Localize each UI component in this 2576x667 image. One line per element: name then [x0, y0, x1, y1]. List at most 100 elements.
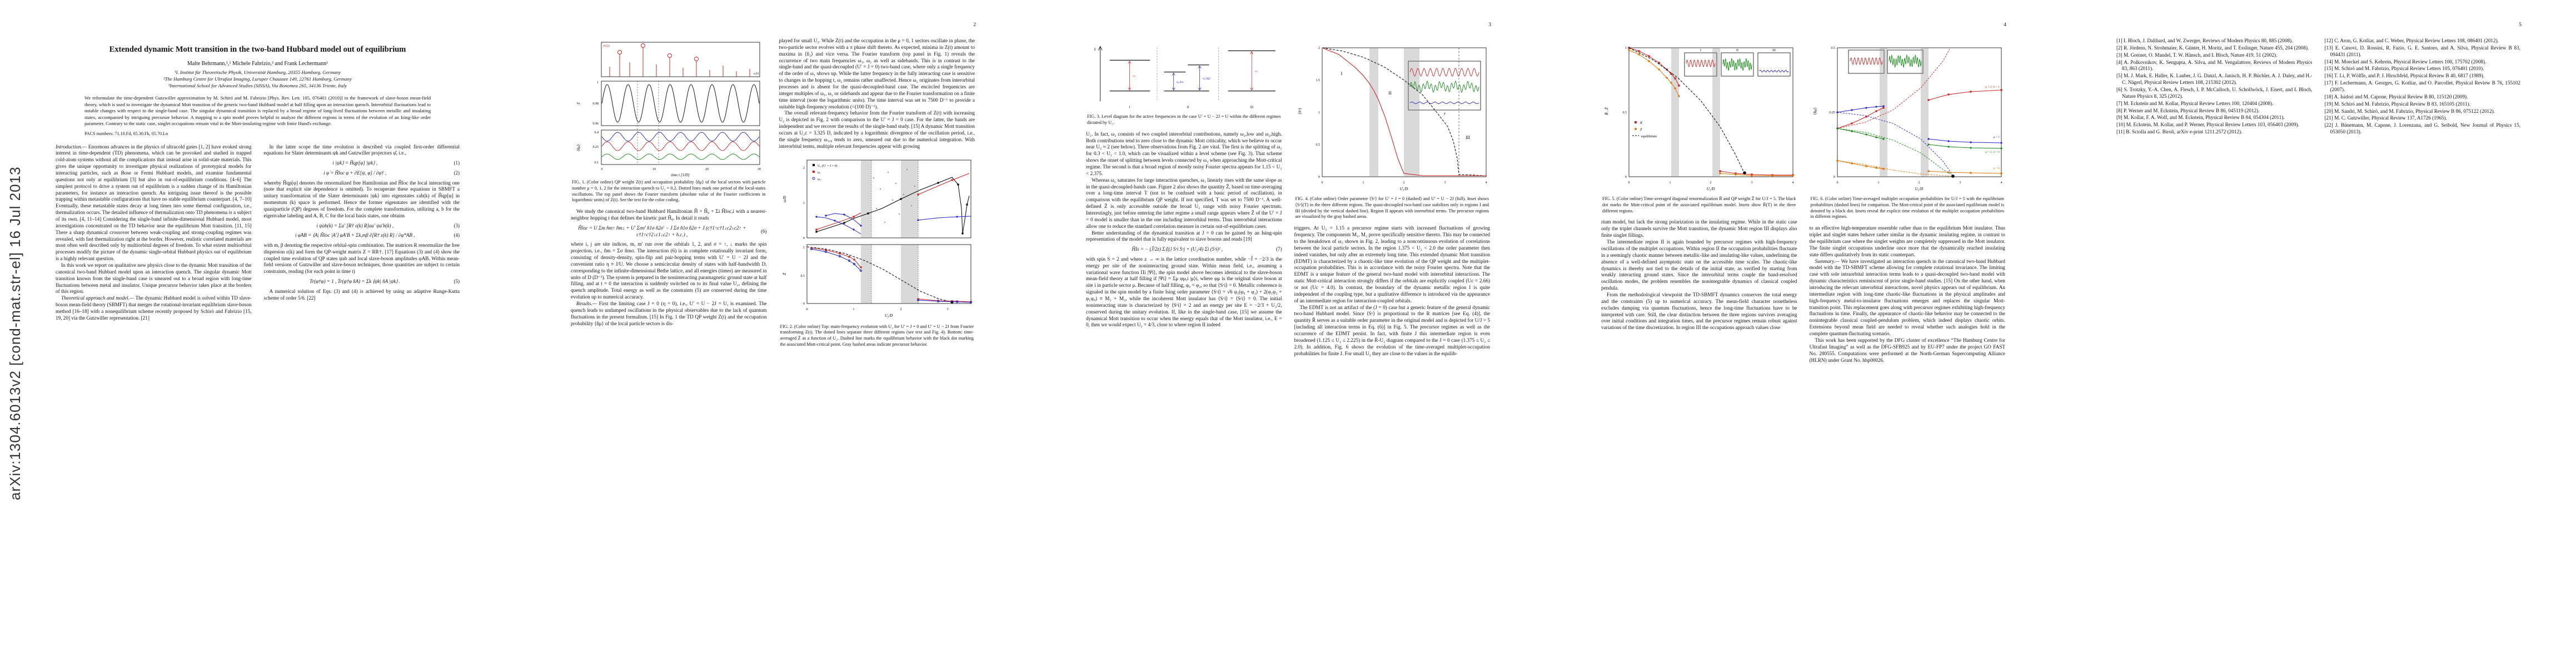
- page-1-right-column: In the latter scope the time evolution i…: [264, 144, 460, 322]
- figure-1-plot: 1 0.98 0.96 0.4 0.25 0.1 Z ⟨n̂μ⟩ 0 10 20 30 time t […: [576, 42, 761, 177]
- svg-text:4: 4: [2000, 181, 2002, 185]
- svg-text:1: 1: [1670, 181, 1671, 185]
- svg-text:μ = 1: μ = 1: [1993, 136, 2000, 139]
- reference-item: [10] M. Eckstein, M. Kollar, and P. Wern…: [2116, 122, 2299, 128]
- svg-text:Z: Z: [576, 102, 581, 104]
- svg-text:U₂/D: U₂/D: [1399, 187, 1408, 191]
- svg-text:1.5: 1.5: [1316, 79, 1320, 82]
- paragraph: From the methodological viewpoint the TD…: [1601, 291, 1797, 331]
- reference-item: [18] A. Isidori and M. Capone, Physical …: [2324, 93, 2468, 99]
- affiliation-1: ¹I. Institut für Theoretische Physik, Un…: [174, 69, 341, 75]
- page-1-left-column: Introduction.— Enormous advances in the …: [56, 144, 252, 322]
- paragraph-text: First the limiting case J = 0 (η = 0), i…: [571, 300, 767, 326]
- equation-7: ĤIs = − (J̃/2z) Σ⟨ij⟩ Sˣi Sˣj + (U₂/4) Σ…: [1132, 246, 1282, 252]
- svg-text:2: 2: [900, 308, 901, 311]
- svg-text:ω₂: ω₂: [818, 178, 821, 181]
- figure-3-caption: FIG. 3. Level diagram for the active fre…: [1087, 114, 1281, 125]
- page-2: 2 1 0.98 0.96 0.4 0.25 0.1 Z ⟨n̂μ⟩ 0 10 20 30 time t…: [515, 0, 1030, 667]
- svg-text:1: 1: [597, 81, 599, 84]
- svg-text:1: 1: [803, 202, 805, 205]
- svg-text:III: III: [1250, 106, 1253, 109]
- paragraph: Better understanding of the dynamical tr…: [1086, 230, 1282, 242]
- svg-text:0.4: 0.4: [595, 131, 599, 135]
- svg-text:4: 4: [1792, 181, 1794, 185]
- svg-text:I: I: [1129, 106, 1130, 109]
- page-3-right-column: I II III T 0 0.5 1 1.5 2 ⟨Sˣ⟩ 0 1 2 3 4 U₂/D FIG. 4. (C…: [1294, 38, 1491, 357]
- svg-text:II: II: [1388, 91, 1392, 96]
- paragraph: to an effective high-temperature ensembl…: [1809, 225, 2006, 257]
- paragraph: A numerical solution of Eqs. (3) and (4)…: [263, 288, 460, 301]
- svg-text:1: 1: [1318, 111, 1320, 115]
- svg-text:0: 0: [1625, 176, 1627, 179]
- pacs-line: PACS numbers: 71.10.Fd, 05.30.Fk, 05.70.…: [84, 131, 168, 136]
- section-lead: Introduction.—: [56, 143, 87, 150]
- reference-item: [19] M. Schiró and M. Fabrizio, Physical…: [2324, 101, 2471, 107]
- page-number: 2: [973, 22, 976, 28]
- svg-text:1: 1: [1625, 47, 1627, 50]
- svg-text:Z̄: Z̄: [1640, 128, 1642, 132]
- paragraph: This work has been supported by the DFG …: [1809, 337, 2006, 363]
- svg-text:ω₂,low: ω₂,low: [1177, 81, 1184, 84]
- svg-text:|F(Z)|: |F(Z)|: [603, 44, 610, 48]
- front-matter: Extended dynamic Mott transition in the …: [56, 44, 460, 136]
- svg-text:2: 2: [1918, 181, 1920, 185]
- paragraph: with m, β denoting the respective orbita…: [263, 242, 460, 275]
- figure-1-caption: FIG. 1. (Color online) QP weight Z(t) an…: [572, 180, 766, 203]
- figure-1-frames: [601, 42, 760, 165]
- svg-text:ω₂,high: ω₂,high: [1203, 77, 1211, 80]
- svg-text:0: 0: [601, 168, 603, 171]
- equation-1: i |ψ̇k⟩ = Ĥqp[φ] |ψk⟩ , (1): [332, 160, 460, 166]
- reference-item: [1] I. Bloch, J. Dalibard, and W. Zwerge…: [2116, 38, 2293, 43]
- svg-text:II: II: [1187, 106, 1189, 109]
- svg-text:III: III: [1466, 135, 1470, 140]
- reference-item: [6] S. Trotzky, Y.-A. Chen, A. Flesch, I…: [2116, 87, 2313, 99]
- page-5: 5 [1] I. Bloch, J. Dalibard, and W. Zwer…: [2061, 0, 2576, 667]
- svg-text:30: 30: [758, 168, 761, 171]
- page-4-content: I II III R̄ Z̄ equilibrium 1 0.5 0 R̄ , Z̄ 0 1 2 3 4 U₂…: [1601, 38, 2005, 646]
- svg-text:U₂ (U′ = J = 0): U₂ (U′ = J = 0): [818, 164, 838, 168]
- svg-text:0.1: 0.1: [595, 161, 599, 165]
- page-4-right-column: μ = 2, S = 1 μ = 1 μ = 2, S = 0 μ = 0 0.5 0.2…: [1810, 38, 2006, 364]
- svg-text:3: 3: [946, 308, 948, 311]
- svg-text:0.25: 0.25: [1829, 111, 1835, 115]
- paragraph: Summary.— We have investigated an intera…: [1810, 258, 2006, 337]
- reference-item: [9] M. Kollar, F. A. Wolf, and M. Eckste…: [2116, 115, 2285, 121]
- svg-text:ω₁: ω₁: [1255, 70, 1258, 73]
- svg-text:0.5: 0.5: [800, 275, 805, 278]
- arxiv-stamp: arXiv:1304.6013v2 [cond-mat.str-el] 16 J…: [7, 166, 23, 501]
- section-lead: Results.—: [576, 300, 597, 306]
- reference-item: [3] M. Greiner, O. Mandel, T. W. Hänsch,…: [2116, 52, 2278, 58]
- section-lead: Theoretical approach and model.—: [61, 295, 134, 301]
- reference-item: [11] B. Sciolla and G. Biroli, arXiv e-p…: [2116, 129, 2243, 135]
- references-left-column: [1] I. Bloch, J. Dalibard, and W. Zwerge…: [2116, 38, 2313, 136]
- figure-5-caption: FIG. 5. (Color online) Time-averaged dia…: [1602, 196, 1796, 213]
- svg-text:4: 4: [1485, 181, 1487, 185]
- figure-2-frames: [806, 160, 971, 304]
- svg-text:U₂/D: U₂/D: [1707, 187, 1715, 191]
- equation-4: i φ̇AB = ⟨A| Ĥloc |A′⟩ φA′B + Σk,mβ ∂[R†…: [295, 232, 460, 238]
- svg-text:0: 0: [803, 302, 805, 306]
- page-4-left-column: I II III R̄ Z̄ equilibrium 1 0.5 0 R̄ , Z̄ 0 1 2 3 4 U₂…: [1601, 38, 1797, 364]
- svg-text:0: 0: [803, 237, 805, 240]
- svg-text:0: 0: [1318, 176, 1320, 179]
- figure-6: μ = 2, S = 1 μ = 1 μ = 2, S = 0 μ = 0 0.5 0.2…: [1810, 39, 2006, 195]
- figure-2-marks: U₂ (U′ = J = 0) ω₁ ω₂ 2 1 0 ω/D 1 0.5 0 Z̄ 0 1 2 3 U₂/D: [783, 160, 972, 318]
- page-number: 4: [2004, 22, 2006, 28]
- paragraph: U₂. In fact, ω₂ consists of two coupled …: [1086, 131, 1282, 176]
- author-line: Malte Behrmann,¹,² Michele Fabrizio,³ an…: [187, 60, 328, 67]
- svg-text:0.25: 0.25: [593, 146, 599, 149]
- paragraph: Theoretical approach and model.— The dyn…: [56, 295, 252, 321]
- svg-text:1: 1: [1362, 181, 1364, 185]
- affiliation-3: ³International School for Advanced Studi…: [168, 82, 347, 88]
- figure-6-caption: FIG. 6. (Color online) Time-averaged mul…: [1810, 196, 2005, 220]
- svg-text:I: I: [1700, 49, 1701, 52]
- paragraph: Results.— First the limiting case J = 0 …: [571, 301, 767, 327]
- reference-item: [2] R. Jördens, N. Strohmaier, K. Günter…: [2116, 44, 2309, 51]
